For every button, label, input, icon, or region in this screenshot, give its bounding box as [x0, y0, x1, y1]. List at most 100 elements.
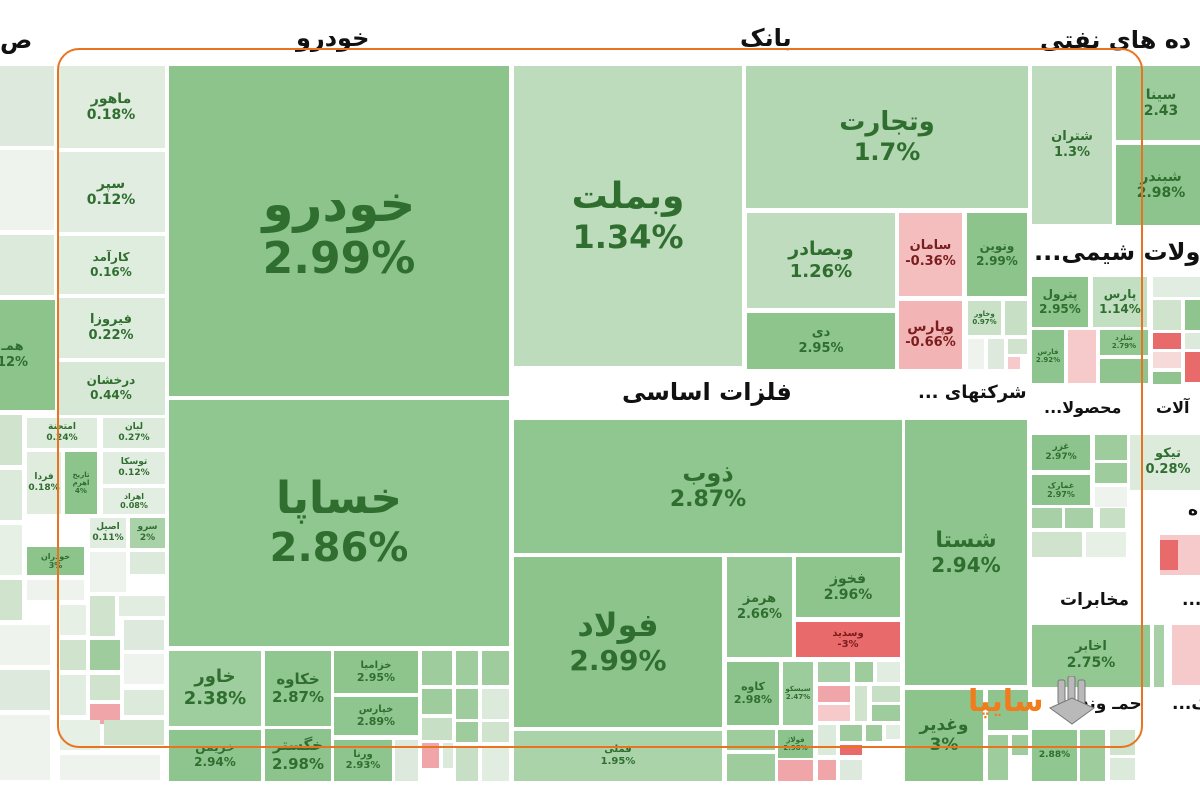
treemap-cell[interactable] [1008, 357, 1020, 369]
treemap-tile[interactable]: پارس 1.14% [1093, 277, 1147, 327]
treemap-cell[interactable] [1110, 758, 1135, 780]
treemap-cell[interactable] [840, 725, 862, 741]
treemap-cell[interactable] [443, 743, 453, 768]
treemap-tile[interactable]: فولاژ 2.98% [778, 730, 813, 758]
treemap-cell[interactable] [124, 654, 164, 684]
treemap-cell[interactable] [456, 746, 478, 781]
treemap-cell[interactable] [27, 580, 84, 600]
treemap-tile[interactable]: تاریخ اهرم 4% [65, 452, 97, 514]
treemap-tile[interactable]: سینا 2.43 [1116, 66, 1200, 140]
treemap-cell[interactable] [1005, 301, 1027, 335]
treemap-cell[interactable] [104, 720, 164, 745]
treemap-tile[interactable]: خگستر 2.98% [265, 729, 331, 781]
treemap-tile[interactable]: ورنا 2.93% [334, 740, 392, 781]
treemap-cell[interactable] [727, 754, 775, 781]
treemap-tile[interactable]: ذوب 2.87% [514, 420, 902, 553]
treemap-cell[interactable] [482, 689, 509, 719]
treemap-cell[interactable] [1008, 339, 1027, 354]
treemap-tile[interactable]: فخوز 2.96% [796, 557, 900, 617]
treemap-tile[interactable]: شستا 2.94% [905, 420, 1027, 685]
treemap-cell[interactable] [886, 725, 900, 739]
treemap-cell[interactable] [60, 675, 86, 715]
treemap-cell[interactable] [778, 760, 813, 781]
treemap-cell[interactable] [988, 690, 1028, 730]
treemap-tile[interactable]: اصیل 0.11% [90, 518, 126, 548]
treemap-cell[interactable] [1012, 735, 1028, 755]
treemap-cell[interactable] [840, 760, 862, 780]
treemap-cell[interactable] [60, 640, 86, 670]
treemap-tile[interactable]: فیروزا 0.22% [57, 298, 165, 358]
treemap-cell[interactable] [456, 689, 478, 719]
treemap-cell[interactable] [840, 745, 862, 755]
treemap-cell[interactable] [0, 66, 54, 146]
treemap-cell[interactable] [0, 715, 50, 780]
treemap-cell[interactable] [90, 596, 115, 636]
treemap-tile[interactable]: امتحنة 0.24% [27, 418, 97, 448]
treemap-tile[interactable]: پترول 2.95% [1032, 277, 1088, 327]
treemap-cell[interactable] [1154, 625, 1164, 687]
treemap-tile[interactable]: خزامیا 2.95% [334, 651, 418, 693]
treemap-cell[interactable] [968, 339, 984, 369]
treemap-cell[interactable] [1095, 435, 1127, 460]
treemap-tile[interactable]: سپر 0.12% [57, 152, 165, 232]
treemap-tile[interactable]: توسکا 0.12% [103, 452, 165, 484]
treemap-cell[interactable] [60, 755, 160, 780]
treemap-cell[interactable] [0, 150, 54, 230]
treemap-cell[interactable] [482, 651, 509, 685]
treemap-tile[interactable]: دی 2.95% [747, 313, 895, 369]
treemap-tile[interactable]: خکاوه 2.87% [265, 651, 331, 726]
treemap-cell[interactable] [124, 620, 164, 650]
treemap-cell[interactable] [1153, 277, 1200, 297]
treemap-cell[interactable] [818, 725, 836, 755]
treemap-cell[interactable] [124, 690, 164, 715]
treemap-cell[interactable] [0, 625, 50, 665]
treemap-tile[interactable]: 2.88% [1032, 730, 1077, 781]
treemap-tile[interactable]: شتران 1.3% [1032, 66, 1112, 224]
treemap-tile[interactable]: خودران 3% [27, 547, 84, 575]
treemap-cell[interactable] [130, 552, 165, 574]
treemap-cell[interactable] [1080, 730, 1105, 781]
treemap-tile[interactable]: وبصادر 1.26% [747, 213, 895, 308]
treemap-cell[interactable] [1160, 540, 1178, 570]
treemap-cell[interactable] [60, 605, 86, 635]
treemap-cell[interactable] [422, 718, 452, 740]
treemap-cell[interactable] [866, 725, 882, 741]
treemap-cell[interactable] [90, 675, 120, 700]
treemap-cell[interactable] [90, 552, 126, 592]
treemap-tile[interactable]: سرو 2% [130, 518, 165, 548]
treemap-cell[interactable] [482, 722, 509, 742]
treemap-cell[interactable] [872, 686, 900, 702]
treemap-cell[interactable] [0, 415, 22, 465]
treemap-tile[interactable]: وبملت 1.34% [514, 66, 742, 366]
treemap-cell[interactable] [0, 580, 22, 620]
treemap-tile[interactable]: خساپا 2.86% [169, 400, 509, 646]
treemap-cell[interactable] [1095, 463, 1127, 483]
treemap-tile[interactable]: فولاد 2.99% [514, 557, 722, 727]
treemap-tile[interactable]: وسدید -3% [796, 622, 900, 657]
treemap-cell[interactable] [0, 525, 22, 575]
treemap-tile[interactable]: لبان 0.27% [103, 418, 165, 448]
treemap-tile[interactable]: همـ 12% [0, 300, 55, 410]
treemap-tile[interactable]: کاوه 2.98% [727, 662, 779, 725]
treemap-cell[interactable] [1068, 330, 1096, 383]
treemap-cell[interactable] [1153, 300, 1181, 330]
treemap-cell[interactable] [727, 730, 775, 750]
treemap-cell[interactable] [1153, 333, 1181, 349]
treemap-cell[interactable] [1032, 532, 1082, 557]
treemap-cell[interactable] [1065, 508, 1093, 528]
treemap-tile[interactable]: اخابر 2.75% [1032, 625, 1150, 687]
treemap-tile[interactable]: فملی 1.95% [514, 731, 722, 781]
treemap-cell[interactable] [1086, 532, 1126, 557]
treemap-tile[interactable]: سیسکو 2.47% [783, 662, 813, 725]
treemap-cell[interactable] [0, 470, 22, 520]
treemap-tile[interactable]: وغدیر 3% [905, 690, 983, 781]
treemap-tile[interactable]: ونوین 2.99% [967, 213, 1027, 296]
treemap-cell[interactable] [1032, 508, 1062, 528]
treemap-cell[interactable] [1110, 730, 1135, 755]
treemap-cell[interactable] [422, 689, 452, 714]
treemap-cell[interactable] [818, 760, 836, 780]
treemap-cell[interactable] [855, 662, 873, 682]
treemap-cell[interactable] [119, 596, 165, 616]
treemap-cell[interactable] [0, 235, 54, 295]
treemap-tile[interactable]: هرمز 2.66% [727, 557, 792, 657]
